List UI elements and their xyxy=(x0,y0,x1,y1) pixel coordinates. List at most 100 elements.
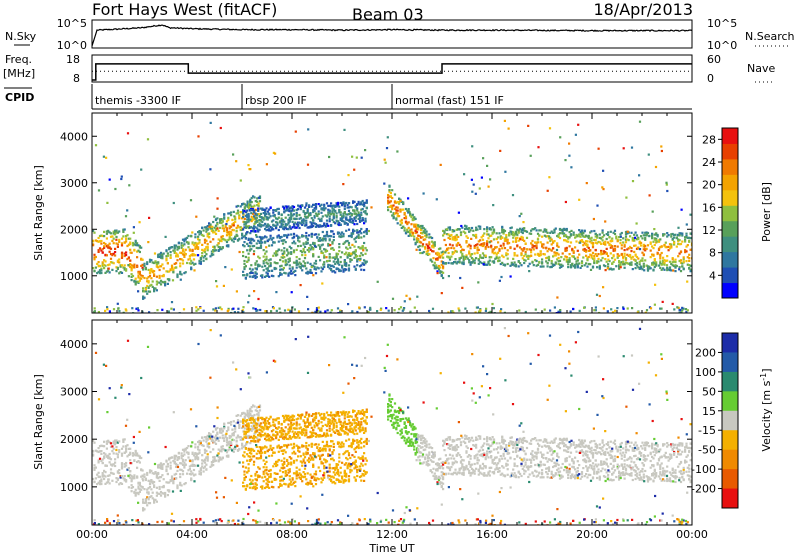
data-cell xyxy=(243,267,246,271)
data-cell xyxy=(280,239,283,242)
data-cell xyxy=(453,251,456,254)
data-cell xyxy=(236,225,240,228)
data-cell xyxy=(258,235,261,239)
data-cell xyxy=(651,237,654,240)
data-cell xyxy=(509,227,512,230)
data-cell xyxy=(247,447,250,450)
data-cell xyxy=(243,206,246,209)
data-cell xyxy=(165,249,168,252)
data-cell xyxy=(191,261,194,264)
data-cell xyxy=(530,254,533,257)
data-cell xyxy=(228,232,231,236)
data-cell xyxy=(365,212,368,215)
data-cell xyxy=(234,445,237,448)
data-cell xyxy=(321,237,324,240)
data-cell xyxy=(513,264,516,267)
data-cell xyxy=(651,233,654,237)
data-cell xyxy=(357,233,360,236)
data-cell xyxy=(292,213,296,216)
data-cell xyxy=(531,261,534,264)
data-cell xyxy=(262,466,265,469)
data-cell xyxy=(624,238,628,241)
data-cell xyxy=(310,233,313,236)
data-cell xyxy=(553,254,556,257)
data-cell xyxy=(559,309,562,312)
data-cell xyxy=(498,248,501,251)
data-cell xyxy=(117,307,120,310)
data-cell xyxy=(550,265,553,268)
data-cell xyxy=(659,253,662,256)
data-cell xyxy=(181,458,185,461)
data-cell xyxy=(298,217,301,220)
data-cell xyxy=(476,246,479,249)
data-cell xyxy=(188,262,191,265)
freq-left-tick-top: 18 xyxy=(66,53,80,66)
cpid-segment-label: normal (fast) 151 IF xyxy=(395,94,504,107)
data-cell xyxy=(652,253,655,256)
data-cell xyxy=(203,251,207,254)
data-cell xyxy=(214,309,217,312)
data-cell xyxy=(339,218,342,221)
data-cell xyxy=(303,245,307,248)
data-cell xyxy=(107,454,110,457)
data-cell xyxy=(230,441,233,444)
data-cell xyxy=(127,243,130,246)
data-cell xyxy=(425,243,428,246)
data-cell xyxy=(201,248,204,251)
data-cell xyxy=(230,447,233,450)
data-cell xyxy=(364,210,367,213)
data-cell xyxy=(155,486,158,489)
data-cell xyxy=(583,249,586,252)
data-cell xyxy=(243,207,246,210)
power-panel-frame xyxy=(91,112,693,314)
data-cell xyxy=(287,272,290,275)
data-cell xyxy=(280,249,283,252)
data-cell xyxy=(292,270,296,273)
data-cell xyxy=(250,218,253,221)
data-cell xyxy=(108,482,111,485)
data-cell xyxy=(144,290,147,293)
data-cell xyxy=(600,253,603,256)
data-cell xyxy=(495,255,498,258)
data-cell xyxy=(507,127,510,130)
data-cell xyxy=(279,225,282,229)
data-cell xyxy=(244,222,247,225)
data-cell xyxy=(435,198,438,201)
data-cell xyxy=(243,412,246,415)
data-cell xyxy=(148,495,152,499)
data-cell xyxy=(444,228,447,231)
data-cell xyxy=(252,212,255,215)
data-cell xyxy=(126,455,129,458)
data-cell xyxy=(246,453,249,456)
data-cell xyxy=(587,249,590,252)
data-cell xyxy=(225,231,229,234)
noise-right-label: N.Search xyxy=(745,30,795,43)
data-cell xyxy=(659,238,662,241)
data-cell xyxy=(303,264,307,267)
data-cell xyxy=(635,255,639,259)
data-cell xyxy=(123,228,126,231)
data-cell xyxy=(339,217,342,220)
data-cell xyxy=(248,238,252,241)
data-cell xyxy=(338,205,341,208)
data-cell xyxy=(314,212,318,215)
data-cell xyxy=(405,294,408,297)
data-cell xyxy=(586,235,589,238)
data-cell xyxy=(660,268,663,271)
data-cell xyxy=(689,264,692,267)
data-cell xyxy=(454,236,457,239)
data-cell xyxy=(258,451,261,454)
data-cell xyxy=(678,308,681,312)
data-cell xyxy=(424,231,427,234)
data-cell xyxy=(273,267,276,271)
data-cell xyxy=(361,247,364,250)
data-cell xyxy=(123,479,126,482)
data-cell xyxy=(314,268,318,271)
data-cell xyxy=(319,225,322,228)
data-cell xyxy=(262,224,265,227)
data-cell xyxy=(502,242,505,245)
data-cell xyxy=(270,274,274,277)
data-cell xyxy=(104,475,107,478)
data-cell xyxy=(324,248,327,251)
